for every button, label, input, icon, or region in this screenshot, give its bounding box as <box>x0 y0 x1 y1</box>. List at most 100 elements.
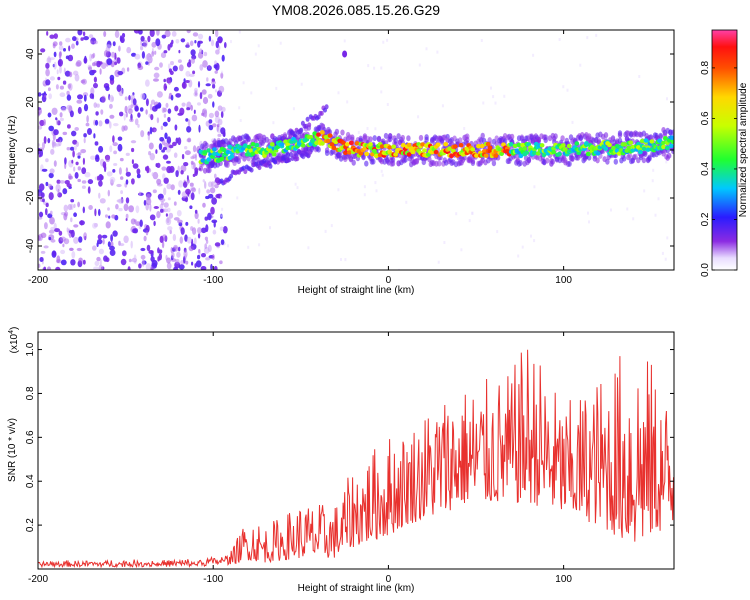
noise-blob <box>188 73 195 77</box>
noise-speck <box>381 173 384 177</box>
noise-blob <box>47 137 51 144</box>
noise-blob <box>217 118 223 126</box>
noise-blob <box>149 126 153 135</box>
noise-blob <box>124 96 128 101</box>
noise-blob <box>143 39 148 48</box>
noise-blob <box>138 192 144 196</box>
noise-blob <box>207 212 212 221</box>
noise-blob <box>82 92 89 97</box>
noise-blob <box>186 126 192 133</box>
noise-blob <box>154 66 160 71</box>
noise-speck <box>492 95 495 99</box>
noise-blob <box>91 69 97 74</box>
noise-speck <box>417 115 420 119</box>
noise-blob <box>216 123 220 128</box>
noise-blob <box>125 179 129 185</box>
noise-blob <box>45 158 49 163</box>
ridge-halo <box>406 135 411 142</box>
noise-blob <box>153 206 159 209</box>
ridge-halo <box>570 156 575 162</box>
ridge-core-blob <box>279 142 285 147</box>
noise-blob <box>82 259 86 265</box>
noise-blob <box>68 71 73 78</box>
noise-blob <box>151 172 154 177</box>
noise-blob <box>206 189 211 194</box>
noise-blob <box>109 245 115 251</box>
noise-speck <box>521 245 524 249</box>
noise-blob <box>220 72 224 79</box>
noise-speck <box>595 33 598 37</box>
noise-blob <box>173 217 180 221</box>
noise-blob <box>195 260 202 268</box>
noise-blob <box>58 45 64 51</box>
noise-blob <box>200 266 207 270</box>
ridge-core-blob <box>400 143 406 148</box>
noise-blob <box>84 171 91 178</box>
noise-blob <box>85 122 90 127</box>
noise-blob <box>174 124 178 131</box>
ridge-core-blob <box>269 142 275 147</box>
noise-blob <box>41 168 48 172</box>
noise-blob <box>185 221 189 226</box>
noise-blob <box>44 222 48 230</box>
noise-blob <box>185 118 189 122</box>
noise-blob <box>48 229 55 234</box>
noise-blob <box>116 183 122 188</box>
ridge-halo <box>613 158 618 165</box>
noise-blob <box>194 209 198 214</box>
noise-blob <box>213 265 218 270</box>
noise-blob <box>166 183 172 190</box>
noise-blob <box>118 207 123 212</box>
noise-blob <box>62 80 67 85</box>
noise-blob <box>98 61 103 65</box>
noise-speck <box>230 40 232 44</box>
noise-speck <box>626 207 629 211</box>
noise-speck <box>562 85 565 89</box>
ridge-core-blob <box>420 142 425 147</box>
ridge-halo <box>491 160 497 167</box>
ridge-halo <box>550 158 555 165</box>
noise-blob <box>43 119 46 126</box>
noise-blob <box>187 119 191 127</box>
noise-blob <box>106 171 113 177</box>
noise-blob <box>47 112 52 118</box>
noise-blob <box>212 229 217 235</box>
noise-blob <box>125 213 129 219</box>
noise-blob <box>38 183 45 191</box>
noise-speck <box>279 41 282 45</box>
x-tick-label: 100 <box>555 275 572 286</box>
noise-blob <box>184 146 188 150</box>
noise-blob <box>153 220 156 227</box>
noise-blob <box>57 76 61 81</box>
noise-blob <box>99 68 102 75</box>
noise-blob <box>53 51 57 58</box>
noise-blob <box>76 247 82 252</box>
noise-blob <box>45 79 51 86</box>
ridge-halo <box>480 132 485 139</box>
noise-blob <box>82 206 86 214</box>
ridge-core-blob <box>433 149 439 155</box>
noise-blob <box>151 41 157 48</box>
noise-blob <box>64 157 67 165</box>
ridge-core-blob <box>325 138 331 144</box>
noise-blob <box>109 121 112 129</box>
ridge-core-blob <box>512 143 518 149</box>
noise-blob <box>214 184 219 189</box>
ridge-core-blob <box>566 143 572 149</box>
noise-blob <box>105 155 111 162</box>
noise-blob <box>170 247 173 254</box>
noise-blob <box>173 86 179 92</box>
noise-blob <box>156 30 160 36</box>
noise-blob <box>165 102 169 108</box>
secondary-track-blob <box>287 157 292 163</box>
ridge-core-blob <box>487 145 493 150</box>
ridge-core-blob <box>524 150 530 155</box>
noise-speck <box>374 127 377 131</box>
noise-blob <box>77 106 82 115</box>
noise-blob <box>192 173 196 177</box>
ridge-halo <box>487 137 492 144</box>
noise-blob <box>74 172 79 179</box>
noise-blob <box>145 61 149 65</box>
noise-speck <box>566 88 569 92</box>
ridge-halo <box>204 142 209 149</box>
